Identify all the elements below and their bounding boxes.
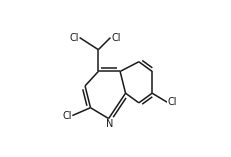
Text: Cl: Cl	[167, 97, 176, 107]
Text: N: N	[105, 119, 112, 129]
Text: Cl: Cl	[111, 33, 120, 43]
Text: Cl: Cl	[62, 111, 71, 121]
Text: Cl: Cl	[69, 33, 79, 43]
